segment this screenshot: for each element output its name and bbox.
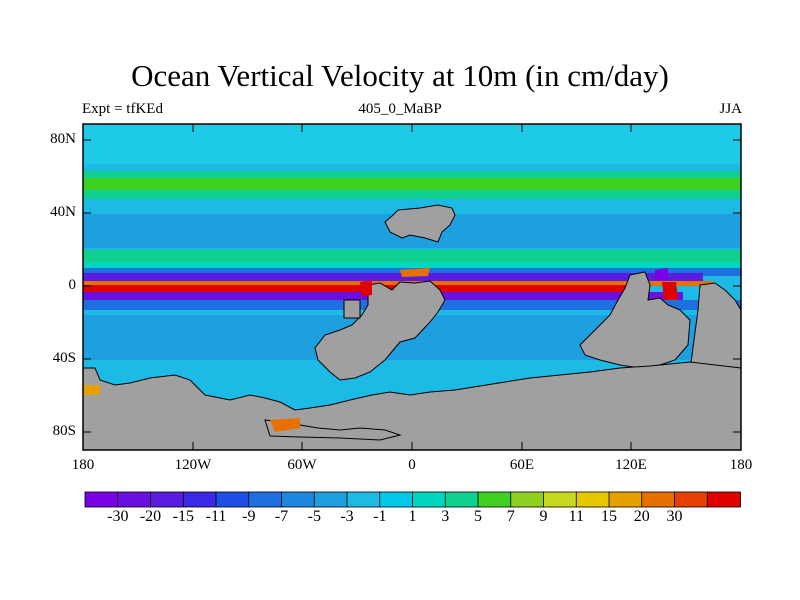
lat-tick-label: 40S [52, 350, 76, 366]
colorbar-label: 9 [539, 508, 548, 525]
colorbar-swatch [608, 491, 643, 508]
colorbar-swatch [281, 491, 316, 508]
colorbar-label: 11 [568, 508, 584, 525]
landmass-central [314, 280, 446, 381]
colorbar-label: -15 [172, 508, 194, 525]
colorbar-label: -5 [307, 508, 321, 525]
colorbar-swatch [575, 491, 610, 508]
colorbar-swatch [674, 491, 709, 508]
landmass-southern [83, 361, 741, 450]
lon-tick-label: 120E [615, 457, 647, 473]
colorbar-swatch [444, 491, 479, 508]
colorbar-label: 20 [633, 508, 650, 525]
colorbar-swatch [182, 491, 217, 508]
lon-tick-label: 60W [287, 457, 317, 473]
colorbar-swatch [412, 491, 447, 508]
colorbar-swatch [248, 491, 283, 508]
colorbar-label: 5 [474, 508, 482, 525]
colorbar-label: 7 [506, 508, 515, 525]
colorbar-label: 30 [666, 508, 683, 525]
colorbar-label: -1 [373, 508, 387, 525]
land-masses [83, 204, 741, 450]
lon-tick-label: 180 [71, 457, 95, 473]
colorbar-swatch [313, 491, 348, 508]
lon-tick-label: 60E [509, 457, 535, 473]
colorbar-label: -9 [242, 508, 256, 525]
colorbar-label: -20 [139, 508, 162, 525]
colorbar-swatch [215, 491, 250, 508]
band-north-yellowgreen [83, 178, 741, 190]
upwelling-patch-6 [400, 268, 430, 277]
colorbar-label: 15 [601, 508, 617, 525]
colorbar-swatch [706, 491, 741, 508]
colorbar-label: -30 [107, 508, 129, 525]
colorbar-swatch [641, 491, 676, 508]
colorbar-swatch [150, 491, 185, 508]
upwelling-patch-2 [662, 282, 678, 300]
colorbar-swatch [543, 491, 578, 508]
colorbar-swatch [346, 491, 381, 508]
lon-tick-label: 120W [174, 457, 212, 473]
colorbar-label: 3 [441, 508, 450, 525]
axis-ticks [82, 124, 742, 450]
band-subeq-cyan [83, 262, 741, 272]
colorbar-label: -3 [340, 508, 354, 525]
upwelling-patch-5 [84, 385, 100, 395]
colorbar-swatch [117, 491, 152, 508]
lon-tick-label: 0 [408, 457, 416, 473]
lat-tick-label: 40N [50, 204, 76, 220]
time-label: 405_0_MaBP [358, 101, 442, 117]
lat-tick-label: 80S [52, 423, 76, 439]
colorbar-swatch [510, 491, 545, 508]
season-label: JJA [719, 101, 742, 117]
landmass-small-1 [343, 299, 361, 319]
lon-tick-label: 180 [729, 457, 753, 473]
lat-tick-label: 0 [68, 277, 77, 293]
lat-tick-label: 80N [50, 131, 76, 147]
colorbar [84, 491, 741, 508]
colorbar-label: -11 [205, 508, 227, 525]
upwelling-patch-1 [360, 280, 372, 296]
colorbar-swatch [84, 491, 119, 508]
map-plot-area [83, 124, 741, 450]
upwelling-patch-3 [270, 418, 300, 432]
map-title: Ocean Vertical Velocity at 10m (in cm/da… [131, 58, 669, 93]
colorbar-swatch [477, 491, 512, 508]
colorbar-label: 1 [408, 508, 417, 525]
landmass-north-small [384, 204, 456, 243]
band-north-eq-purple [83, 273, 703, 281]
experiment-label: Expt = tfKEd [82, 101, 163, 117]
colorbar-label: -7 [274, 508, 289, 525]
colorbar-swatch [379, 491, 414, 508]
upwelling-patch-4 [655, 268, 668, 280]
